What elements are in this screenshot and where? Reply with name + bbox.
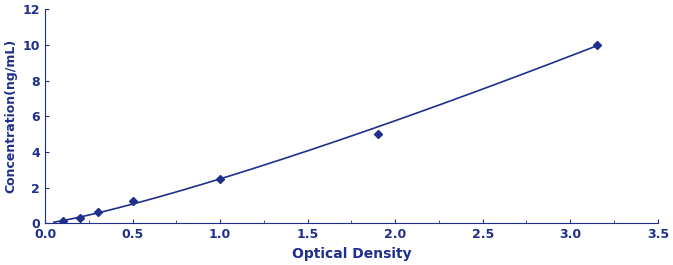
Y-axis label: Concentration(ng/mL): Concentration(ng/mL) <box>4 39 17 193</box>
X-axis label: Optical Density: Optical Density <box>291 247 411 261</box>
